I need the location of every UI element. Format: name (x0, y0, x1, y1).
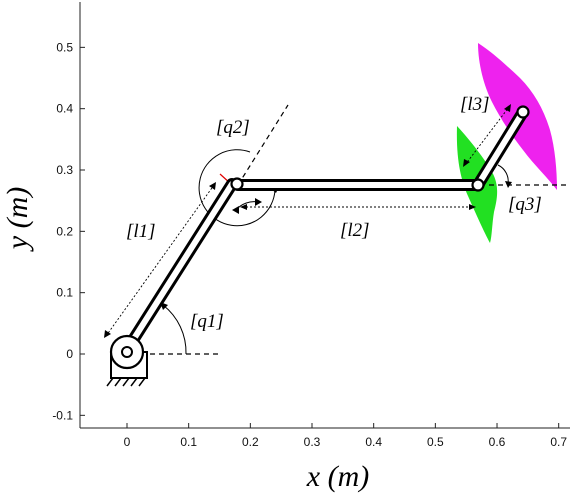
x-tick-label: 0.1 (180, 435, 197, 449)
label-l2: [l2] (340, 220, 370, 241)
q2-inner-arrowhead-a (255, 198, 262, 206)
y-tick-label: 0.4 (56, 102, 73, 116)
label-l3: [l3] (460, 94, 490, 115)
y-ticks: -0.1 0 0.1 0.2 0.3 0.4 0.5 (52, 40, 85, 422)
q3-angle-arc (497, 164, 509, 185)
x-axis-label: x (m) (306, 460, 369, 493)
axes: 0 0.1 0.2 0.3 0.4 0.5 0.6 0.7 -0.1 0 0.1 0.2 0.3 0.4… (52, 2, 570, 449)
y-tick-label: 0.5 (56, 40, 73, 54)
q2-inner-arrowhead-b (232, 206, 239, 214)
label-q2: [q2] (216, 117, 250, 138)
x-tick-label: 0.6 (489, 435, 506, 449)
joint2-extension-line (237, 104, 289, 186)
x-tick-label: 0 (124, 435, 131, 449)
l1-arrowhead-end (209, 182, 216, 190)
x-ticks: 0 0.1 0.2 0.3 0.4 0.5 0.6 0.7 (124, 423, 567, 449)
q2-angle-arc (198, 149, 276, 227)
x-tick-label: 0.3 (304, 435, 321, 449)
y-tick-label: 0.3 (56, 163, 73, 177)
label-q3: [q3] (508, 194, 542, 215)
label-l1: [l1] (126, 221, 156, 242)
link-3 (472, 106, 529, 191)
y-tick-label: 0 (66, 347, 73, 361)
l2-arrowhead-start (240, 204, 247, 210)
joint-2 (230, 177, 244, 191)
label-q1: [q1] (190, 311, 224, 332)
y-tick-label: 0.1 (56, 286, 73, 300)
x-tick-label: 0.4 (365, 435, 382, 449)
x-tick-label: 0.7 (550, 435, 567, 449)
link-1 (119, 178, 238, 358)
y-tick-label: -0.1 (52, 408, 73, 422)
x-tick-label: 0.5 (427, 435, 444, 449)
x-tick-label: 0.2 (242, 435, 259, 449)
l1-arrowhead-start (104, 330, 111, 338)
end-effector (516, 105, 530, 119)
q1-angle-arc (162, 304, 187, 355)
y-axis-label: y (m) (1, 187, 34, 252)
joint-3 (471, 178, 485, 192)
l3-dimension-line (464, 106, 510, 166)
q3-arrowhead (505, 181, 512, 188)
l1-dimension-line (105, 184, 215, 337)
y-tick-label: 0.2 (56, 224, 73, 238)
l2-arrowhead-end (469, 204, 476, 210)
l3-arrowhead-start (463, 159, 470, 167)
base-support (106, 334, 148, 387)
l3-arrowhead-end (504, 104, 511, 112)
